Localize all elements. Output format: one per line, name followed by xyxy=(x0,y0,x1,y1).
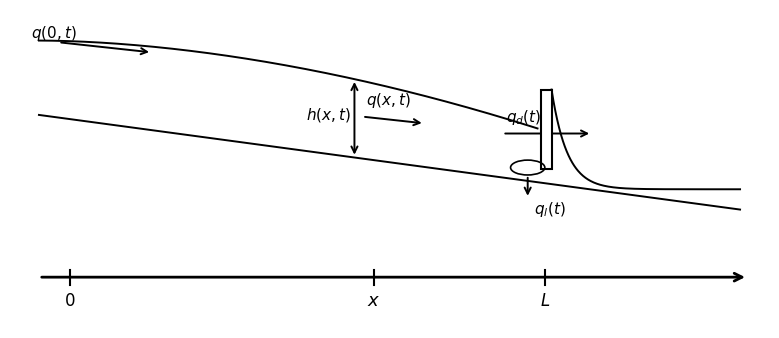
Text: $0$: $0$ xyxy=(65,292,76,310)
Text: $q(0,t)$: $q(0,t)$ xyxy=(31,24,77,43)
Text: $\mathit{x}$: $\mathit{x}$ xyxy=(367,292,381,310)
Text: $q_d(t)$: $q_d(t)$ xyxy=(506,108,541,127)
Bar xyxy=(541,90,552,169)
Text: $q_l(t)$: $q_l(t)$ xyxy=(534,200,566,219)
Text: $h(x,t)$: $h(x,t)$ xyxy=(305,106,351,124)
Text: $q(x,t)$: $q(x,t)$ xyxy=(366,91,411,110)
Text: $L$: $L$ xyxy=(540,292,551,310)
